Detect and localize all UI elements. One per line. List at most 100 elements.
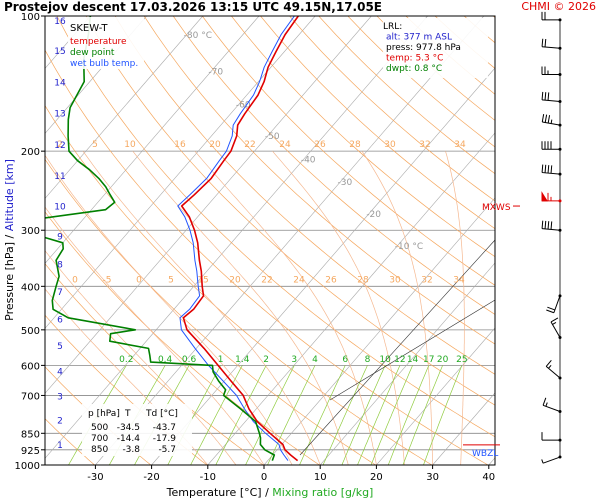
mixing-ratio-label: 1.4 [235,355,250,365]
pressure-tick-label: 850 [21,429,40,440]
dry-adiabat-line [202,16,495,286]
wind-barb-flag [547,115,551,124]
mixing-ratio-label: 3 [291,355,297,365]
info-line: dwpt: 0.8 °C [386,64,442,74]
altitude-tick-label: 13 [54,109,65,119]
wind-profile [541,11,562,464]
adiabat-label: 16 [174,140,186,150]
wind-barb-flag [541,220,544,229]
legend-entry: wet bulb temp. [70,59,138,69]
dry-adiabat-line [85,16,495,406]
wind-level-dot [558,18,562,22]
level-table-cell: 700 [91,434,108,444]
altitude-tick-label: 6 [57,316,63,326]
wind-level-dot [558,199,562,203]
wind-barb-flag [550,165,553,174]
moist-adiabat-line [45,206,265,465]
wind-barb-half [545,402,548,407]
level-table-cell: 850 [91,445,108,455]
wind-barb-staff [550,321,561,338]
altitude-tick-label: 7 [57,288,63,298]
dry-adiabat-line [289,16,495,202]
mixing-ratio-label: 4 [312,355,318,365]
info-line: press: 977.8 hPa [386,43,461,53]
isotherm-line [263,197,495,465]
wind-barb-flag [544,164,547,173]
dry-adiabat-line [143,16,495,345]
wind-barb-flag [541,91,544,100]
isotherm-line [488,457,495,465]
wind-barb-staff [545,366,561,379]
adiabat-label: 22 [261,275,272,285]
mixing-ratio-label: 17 [423,355,434,365]
reference-line-labels: 0.2 0.4 0.6 1 1.4 2 3 4 6 8 10 12 14 17 20 25-80 °C-70-… [57,31,467,365]
pressure-tick-label: 1000 [15,461,40,472]
wind-level-dot [558,99,562,103]
wind-barb-flag [541,38,544,47]
dry-adiabat-line [260,16,495,230]
isotherm-line [45,16,428,459]
wind-barb-staff [542,46,561,49]
level-table-cell: 500 [91,423,108,433]
pressure-tick-label: 100 [21,12,40,23]
y-axis-label: Pressure [hPa] / Altitude [km] [3,159,16,321]
altitude-tick-label: 16 [54,17,66,27]
adiabat-label: 34 [454,140,466,150]
x-tick-label: 20 [370,472,383,483]
altitude-tick-label: 14 [54,79,66,89]
wetbulb-profile [177,16,295,461]
isotherm-label: -10 °C [395,242,423,252]
mixing-ratio-line [341,365,386,465]
x-axis-label-part: Temperature [°C] [166,486,262,499]
pressure-tick-label: 700 [21,391,40,402]
isotherm-line [151,67,495,465]
x-axis-label: Temperature [°C] / Mixing ratio [g/kg] [166,486,374,499]
mixing-ratio-line [402,365,443,465]
isotherm-line [45,16,316,329]
wbzl-marker-label: WBZL [472,449,498,459]
dry-adiabat-line [231,16,495,258]
isotherm-label: -30 [338,178,353,188]
level-table-header: T [124,409,131,419]
wind-level-dot [558,335,562,339]
adiabat-label: 26 [314,140,326,150]
wind-level-dot [558,228,562,232]
altitude-tick-label: 10 [54,202,66,212]
mixing-ratio-label: 14 [407,355,419,365]
mixing-ratio-label: 0.4 [158,355,173,365]
adiabat-label: 15 [197,275,208,285]
wind-level-dot [558,376,562,380]
wind-level-dot [558,438,562,442]
wind-barb-flag [544,92,547,101]
wind-barb-half [550,119,553,124]
legend-background [68,17,144,69]
wind-barb-flag [546,309,555,314]
legend-entry: dew point [70,48,115,58]
moist-adiabat-line [361,151,433,465]
adiabat-label: 30 [384,140,396,150]
x-tick-label: -30 [87,472,103,483]
pressure-tick-label: 300 [21,226,40,237]
moist-adiabat-line [272,150,405,465]
level-table-background [82,404,192,456]
dry-adiabat-line [45,158,376,465]
level-table-cell: -17.9 [153,434,177,444]
moist-adiabat-line [445,151,465,465]
mixing-ratio-line [245,365,295,465]
mixing-ratio-label: 10 [379,355,391,365]
guide-line [329,299,495,401]
mixing-ratio-label: 20 [437,355,449,365]
pressure-tick-label: 925 [21,446,40,457]
adiabat-label: 26 [325,275,337,285]
isotherm-label: -80 °C [184,31,212,41]
mixing-ratio-line [370,365,413,465]
mixing-ratio-line [299,365,346,465]
mixing-ratio-line [357,365,401,465]
level-table: p [hPa] T Td [°C] 500 -34.5 -43.7 700 -14.4 -17.… [82,404,192,456]
x-tick-label: 30 [426,472,439,483]
chart-title: SKEW-T [70,23,108,34]
dry-adiabat-line [56,16,495,438]
